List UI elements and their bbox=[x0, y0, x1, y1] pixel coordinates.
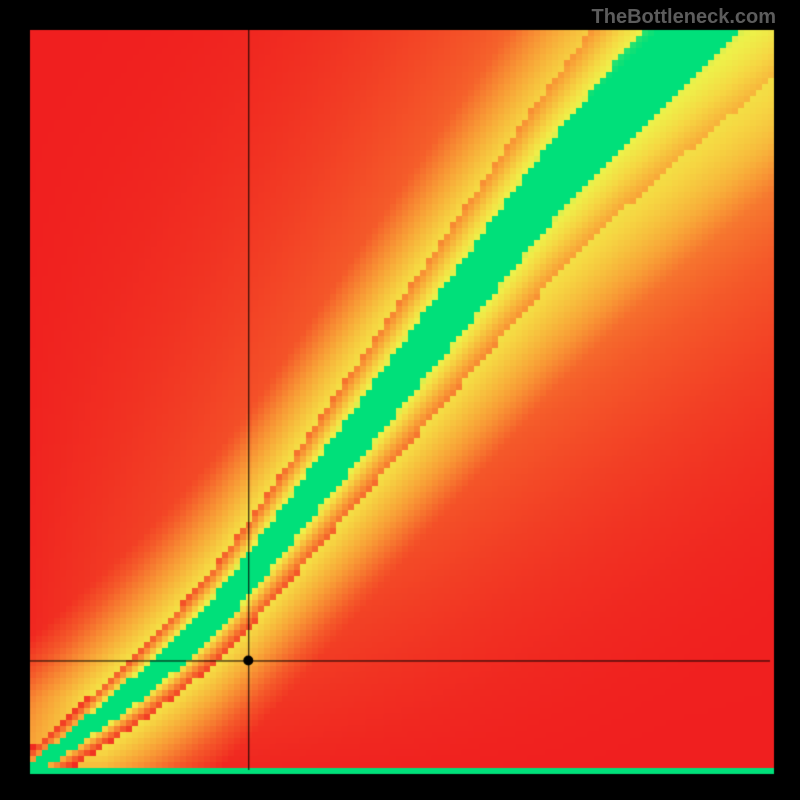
watermark-text: TheBottleneck.com bbox=[592, 6, 776, 29]
bottleneck-heatmap-canvas bbox=[0, 0, 800, 800]
